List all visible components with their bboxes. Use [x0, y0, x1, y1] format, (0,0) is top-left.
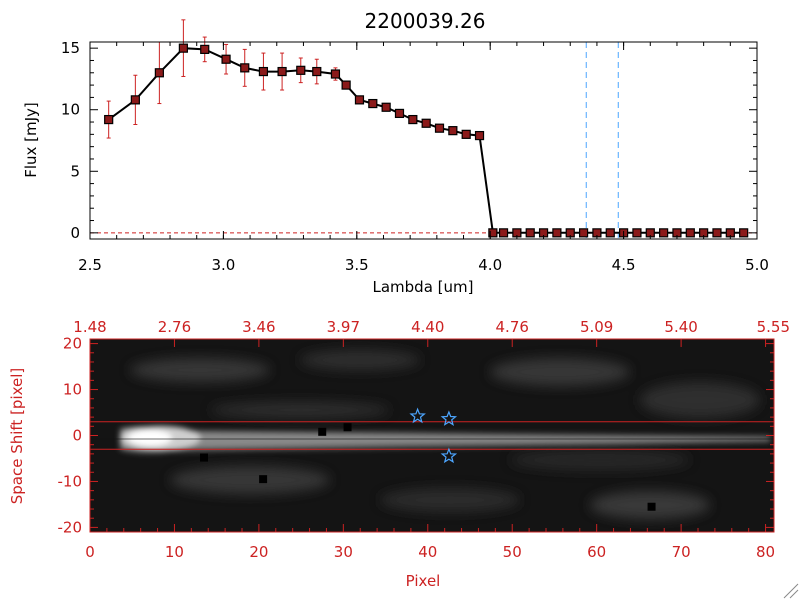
shift-y-tick-label-1: -10	[58, 472, 83, 490]
dark-pixel-0	[318, 427, 327, 436]
flux-point-15	[381, 102, 391, 112]
flux-point-10	[312, 66, 322, 77]
dark-pixel-4	[647, 502, 656, 511]
spectrum-y-axis-label: Flux [mJy]	[22, 102, 40, 178]
wavelength-top-tick-label-3: 3.97	[327, 318, 360, 336]
spectrum-image-x-axis-label: Pixel	[406, 572, 441, 590]
flux-point-23	[488, 228, 498, 238]
spectrum-axes: 2.5 3.0 3.5 4.0 4.5 5.0 0 5 10 15	[61, 39, 769, 274]
flux-point-20	[448, 126, 458, 136]
flux-point-5	[221, 54, 231, 64]
pixel-x-tick-label-8: 80	[756, 543, 775, 561]
flux-point-38	[685, 228, 695, 238]
flux-point-2	[154, 68, 164, 78]
y-tick-label-1: 5	[70, 162, 80, 180]
shift-y-tick-label-4: 20	[63, 335, 82, 353]
wavelength-top-tick-label-5: 4.76	[496, 318, 529, 336]
pixel-x-tick-label-3: 30	[334, 543, 353, 561]
spectrum-x-axis-label: Lambda [um]	[373, 278, 474, 296]
flux-point-28	[552, 228, 562, 238]
spectrum-marks	[90, 19, 757, 239]
flux-point-40	[712, 228, 722, 238]
wavelength-top-tick-label-7: 5.40	[664, 318, 697, 336]
y-tick-label-2: 10	[61, 101, 80, 119]
flux-point-14	[368, 98, 378, 109]
flux-point-8	[277, 66, 287, 77]
spectrum-image-marks	[90, 407, 774, 511]
spectrum-plot: 2200039.26 2.5 3.0 3.5 4.0 4.5 5.0 0 5 10 15 Lamb…	[22, 9, 769, 296]
flux-point-21	[461, 129, 471, 139]
flux-point-18	[421, 118, 431, 128]
flux-point-26	[525, 228, 535, 238]
flux-point-11	[330, 69, 341, 79]
spectrum-image-y-axis-label: Space Shift [pixel]	[8, 368, 26, 505]
wavelength-top-tick-label-2: 3.46	[242, 318, 275, 336]
flux-point-24	[498, 228, 509, 238]
pixel-x-tick-label-1: 10	[165, 543, 184, 561]
spectrum-image-plot: 0 10 20 30 40 50 60 70 80 1.48 2.76 3.46 3.97 4.40 4.7…	[8, 318, 790, 590]
shift-y-tick-label-2: 0	[72, 427, 82, 445]
wavelength-top-tick-label-8: 5.55	[757, 318, 790, 336]
wavelength-top-tick-label-6: 5.09	[580, 318, 613, 336]
dark-pixel-2	[200, 453, 208, 462]
chart-title: 2200039.26	[365, 9, 486, 33]
flux-point-7	[258, 66, 269, 77]
flux-point-22	[474, 130, 485, 141]
flux-point-36	[659, 228, 669, 238]
wavelength-top-tick-label-4: 4.40	[411, 318, 444, 336]
flux-point-34	[632, 228, 642, 238]
wavelength-top-tick-label-0: 1.48	[73, 318, 106, 336]
wavelength-top-tick-label-1: 2.76	[158, 318, 191, 336]
y-tick-label-3: 15	[61, 39, 80, 57]
flux-series-line	[108, 47, 744, 234]
pixel-x-tick-label-7: 70	[672, 543, 691, 561]
x-tick-label-0: 2.5	[78, 256, 102, 274]
flux-point-13	[354, 95, 365, 105]
x-tick-label-5: 5.0	[745, 256, 769, 274]
pixel-x-tick-label-5: 50	[503, 543, 522, 561]
shift-y-tick-label-3: 10	[63, 381, 82, 399]
flux-point-1	[130, 95, 140, 105]
flux-point-9	[296, 65, 306, 75]
spectrum-image	[90, 339, 774, 532]
star-marker-icon-1	[440, 410, 458, 426]
pixel-x-tick-label-6: 60	[587, 543, 606, 561]
shift-y-tick-label-0: -20	[58, 518, 83, 536]
x-tick-label-1: 3.0	[211, 256, 235, 274]
flux-point-0	[104, 114, 114, 125]
flux-point-16	[394, 108, 405, 119]
dark-pixel-1	[343, 423, 352, 432]
flux-point-4	[200, 44, 210, 54]
flux-point-19	[434, 123, 445, 133]
x-tick-label-2: 3.5	[345, 256, 369, 274]
pixel-x-tick-label-4: 40	[418, 543, 437, 561]
spectrum-axes-frame	[89, 41, 758, 240]
resize-grip-icon	[783, 583, 799, 599]
flux-point-12	[341, 80, 351, 90]
spectrum-image-axes: 0 10 20 30 40 50 60 70 80 1.48 2.76 3.46 3.97 4.40 4.7…	[58, 318, 791, 561]
flux-point-32	[605, 228, 615, 238]
x-tick-label-3: 4.0	[478, 256, 502, 274]
star-marker-icon-0	[409, 407, 426, 424]
flux-point-3	[178, 43, 188, 53]
flux-point-6	[240, 63, 250, 73]
star-marker-icon-2	[440, 447, 458, 464]
flux-point-42	[739, 228, 749, 238]
flux-point-17	[408, 114, 418, 125]
y-tick-label-0: 0	[70, 224, 80, 242]
dark-pixel-3	[259, 475, 268, 484]
flux-point-30	[578, 228, 589, 238]
x-tick-label-4: 4.5	[612, 256, 636, 274]
pixel-x-tick-label-0: 0	[85, 543, 95, 561]
pixel-x-tick-label-2: 20	[249, 543, 268, 561]
